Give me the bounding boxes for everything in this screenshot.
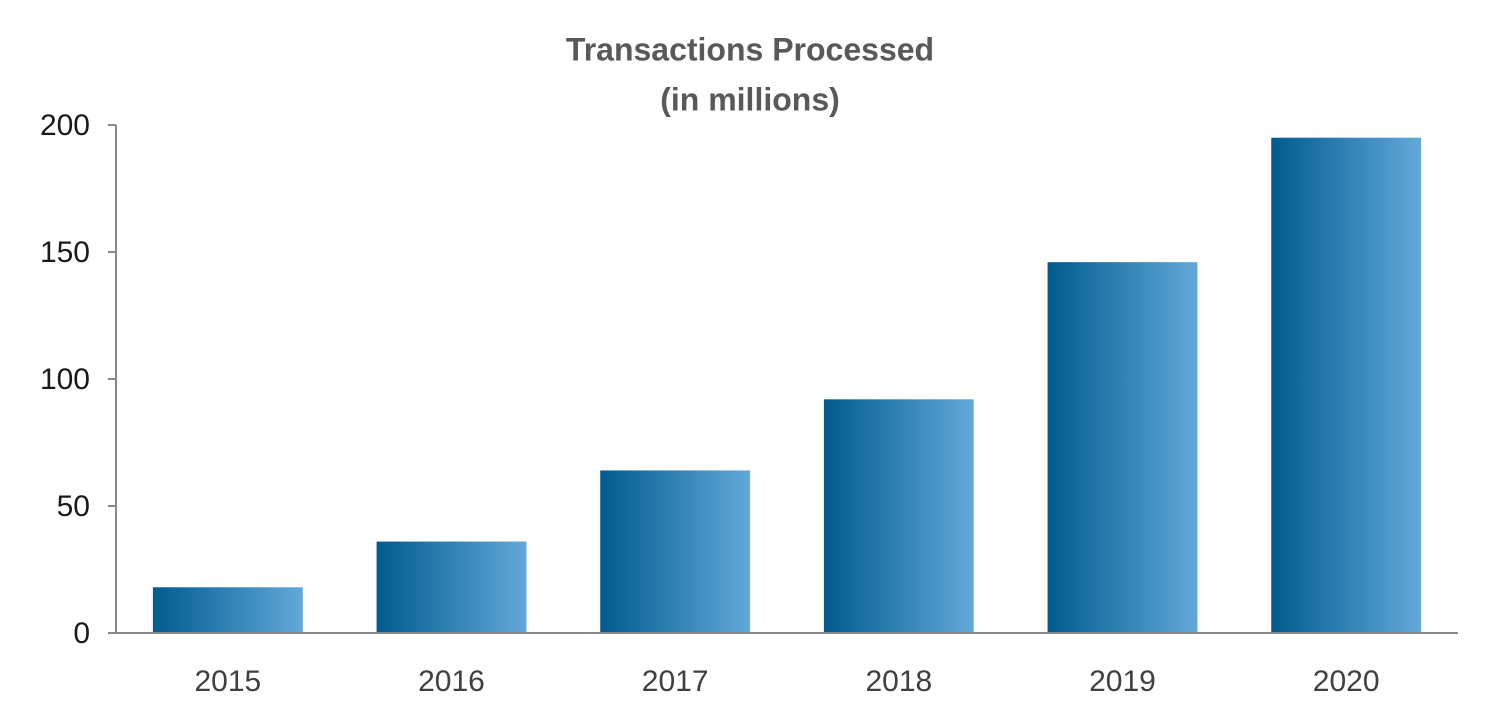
bar	[1047, 262, 1198, 633]
x-tick-label: 2020	[1313, 665, 1380, 698]
chart-title: Transactions Processed	[566, 31, 934, 67]
y-tick-label: 200	[40, 109, 90, 142]
bar	[823, 399, 974, 633]
chart-subtitle: (in millions)	[660, 81, 840, 117]
x-tick-label: 2019	[1089, 665, 1156, 698]
bar	[600, 470, 751, 633]
y-tick-label: 100	[40, 363, 90, 396]
x-tick-label: 2017	[642, 665, 709, 698]
y-tick-label: 150	[40, 236, 90, 269]
x-tick-label: 2016	[418, 665, 485, 698]
y-tick-label: 0	[73, 617, 90, 650]
bar	[1271, 137, 1422, 633]
x-tick-label: 2018	[865, 665, 932, 698]
x-tick-label: 2015	[194, 665, 261, 698]
y-tick-label: 50	[57, 490, 90, 523]
bar	[152, 587, 303, 633]
bar	[376, 541, 527, 633]
